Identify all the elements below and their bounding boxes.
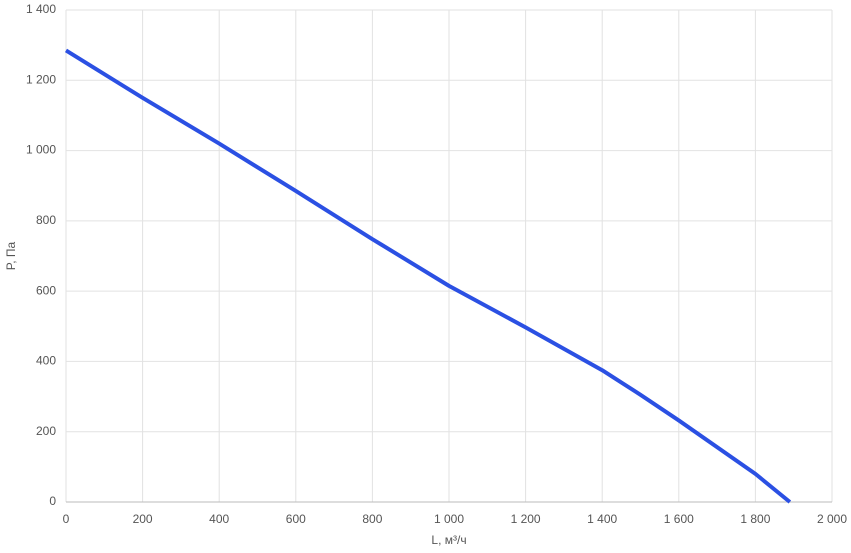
x-tick-label: 0 bbox=[63, 512, 70, 526]
x-tick-label: 2 000 bbox=[817, 512, 847, 526]
x-tick-label: 200 bbox=[133, 512, 153, 526]
y-tick-label: 200 bbox=[36, 424, 56, 438]
x-tick-label: 600 bbox=[286, 512, 306, 526]
x-tick-label: 1 800 bbox=[740, 512, 770, 526]
y-tick-label: 400 bbox=[36, 354, 56, 368]
x-tick-label: 1 400 bbox=[587, 512, 617, 526]
y-tick-label: 600 bbox=[36, 283, 56, 297]
x-tick-label: 400 bbox=[209, 512, 229, 526]
x-axis-title: L, м³/ч bbox=[431, 533, 466, 547]
x-tick-label: 1 200 bbox=[511, 512, 541, 526]
x-tick-label: 800 bbox=[362, 512, 382, 526]
line bbox=[64, 48, 792, 504]
y-tick-label: 1 400 bbox=[26, 2, 56, 16]
y-tick-label: 0 bbox=[49, 494, 56, 508]
y-tick-label: 800 bbox=[36, 213, 56, 227]
y-tick-label: 1 000 bbox=[26, 143, 56, 157]
x-tick-label: 1 000 bbox=[434, 512, 464, 526]
y-tick-label: 1 200 bbox=[26, 72, 56, 86]
x-tick-label: 1 600 bbox=[664, 512, 694, 526]
y-axis-title: P, Па bbox=[4, 241, 18, 270]
